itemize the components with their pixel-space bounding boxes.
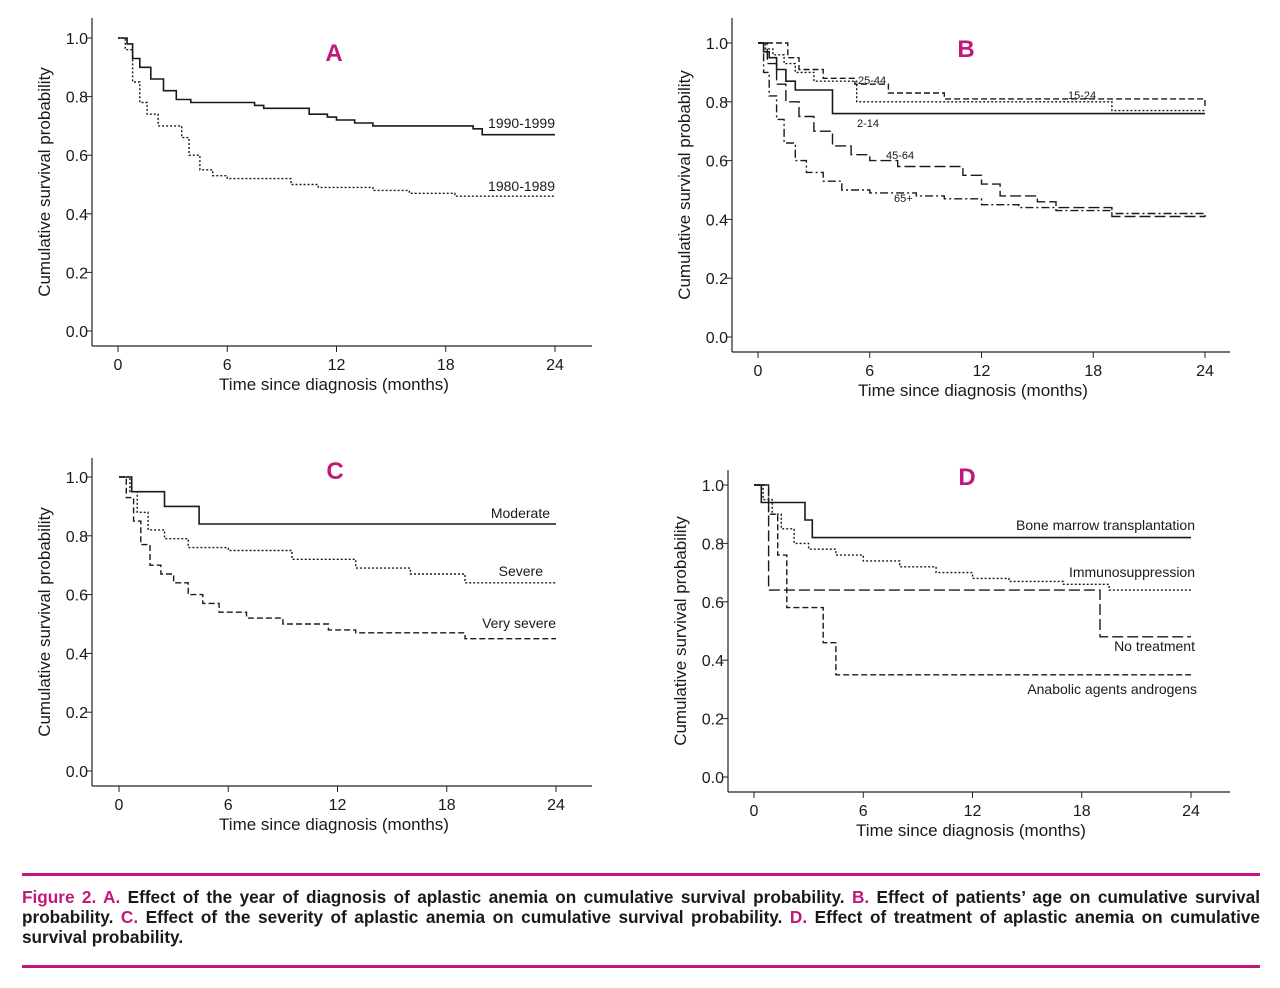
- panel-c-y-tick-label: 0.4: [66, 646, 88, 663]
- panel-b-y-axis-title: Cumulative survival probability: [675, 70, 694, 300]
- panel-a-x-tick-label: 0: [114, 357, 123, 374]
- panel-a-series-label-1980-1989: 1980-1989: [488, 178, 555, 194]
- caption-d-text: Effect of treatment of aplastic anemia o…: [22, 907, 1260, 947]
- panel-b-x-tick-label: 0: [754, 363, 763, 380]
- figure-caption: Figure 2. A. Effect of the year of diagn…: [22, 887, 1260, 947]
- panel-d-x-tick-label: 24: [1182, 803, 1200, 820]
- panel-d-series-label-bone-marrow-transplantation: Bone marrow transplantation: [1016, 517, 1195, 533]
- chart-panel-b: 0.0 0.2 0.4 0.6 0.8 1.0 0 6 12 18 24 Time since dia…: [675, 18, 1230, 400]
- panel-b-series-65-: [758, 42, 1206, 220]
- panel-d-series-label-anabolic-agents-androgens: Anabolic agents androgens: [1027, 681, 1197, 697]
- panel-a-x-tick-label: 18: [437, 357, 455, 374]
- panel-c-y-tick-label: 0.8: [66, 529, 88, 546]
- caption-b-text: Effect of patients’ age on cumulative su…: [22, 887, 1261, 927]
- panel-c-x-axis-title: Time since diagnosis (months): [219, 815, 449, 834]
- panel-d-x-tick-label: 6: [859, 803, 868, 820]
- caption-d-label: D.: [789, 907, 808, 927]
- caption-c-text: Effect of the severity of aplastic anemi…: [145, 907, 783, 927]
- panel-d-y-tick-label: 1.0: [702, 478, 724, 495]
- panel-a-letter: A: [325, 40, 342, 67]
- panel-c-y-axis-title: Cumulative survival probability: [35, 507, 54, 737]
- panel-d-y-tick-label: 0.8: [702, 536, 724, 553]
- panel-b-y-tick-label: 1.0: [706, 36, 728, 53]
- caption-a-label: A.: [103, 887, 121, 907]
- panel-c-x-tick-label: 12: [329, 797, 347, 814]
- panel-a-y-tick-label: 0.0: [66, 324, 88, 341]
- panel-b-y-tick-label: 0.2: [706, 271, 728, 288]
- panel-b-series-25-44: [758, 42, 1206, 108]
- panel-b-series-label-2-14: 2-14: [857, 118, 879, 130]
- chart-panel-a: 0.0 0.2 0.4 0.6 0.8 1.0 0 6 12 18 24 Time since dia…: [35, 18, 592, 394]
- panel-c-series-moderate: [119, 476, 556, 525]
- panel-d-series-bone-marrow-transplantation: [754, 484, 1191, 539]
- panel-d-x-tick-label: 18: [1073, 803, 1091, 820]
- panel-c-y-tick-label: 0.6: [66, 588, 88, 605]
- panel-b-series-label-15-24: 15-24: [1068, 90, 1096, 102]
- panel-d-y-axis-title: Cumulative survival probability: [671, 516, 690, 746]
- chart-panel-c: 0.0 0.2 0.4 0.6 0.8 1.0 0 6 12 18 24 Time since dia…: [35, 458, 592, 834]
- panel-d-letter: D: [958, 464, 975, 491]
- panel-c-letter: C: [326, 458, 343, 485]
- panel-a-x-tick-label: 24: [546, 357, 564, 374]
- panel-c-y-tick-label: 0.2: [66, 705, 88, 722]
- panel-b-y-tick-label: 0.8: [706, 95, 728, 112]
- panel-b-series-label-65-: 65+: [894, 193, 913, 205]
- panel-a-y-tick-label: 0.8: [66, 90, 88, 107]
- panel-d-y-tick-label: 0.2: [702, 712, 724, 729]
- panel-a-series-1990-1999: [118, 37, 555, 136]
- panel-c-series-label-very-severe: Very severe: [482, 615, 556, 631]
- caption-b-label: B.: [851, 887, 870, 907]
- panel-a-x-tick-label: 6: [223, 357, 232, 374]
- panel-c-y-tick-label: 0.0: [66, 764, 88, 781]
- caption-a-text: Effect of the year of diagnosis of aplas…: [127, 887, 845, 907]
- panel-a-series-label-1990-1999: 1990-1999: [488, 115, 555, 131]
- panel-c-x-tick-label: 6: [224, 797, 233, 814]
- caption-c-label: C.: [120, 907, 139, 927]
- panel-d-y-tick-label: 0.6: [702, 595, 724, 612]
- panel-a-x-axis-title: Time since diagnosis (months): [219, 375, 449, 394]
- panel-b-series-2-14: [758, 42, 1205, 115]
- panel-c-x-tick-label: 18: [438, 797, 456, 814]
- panel-c-series-severe: [119, 476, 556, 584]
- panel-b-series-45-64: [758, 42, 1205, 218]
- caption-rule-top: [22, 873, 1260, 876]
- panel-a-y-tick-label: 0.2: [66, 265, 88, 282]
- panel-d-x-tick-label: 12: [964, 803, 982, 820]
- panel-b-letter: B: [957, 36, 974, 63]
- panel-c-x-tick-label: 24: [547, 797, 565, 814]
- panel-b-x-tick-label: 24: [1196, 363, 1214, 380]
- panel-b-series-label-45-64: 45-64: [886, 150, 914, 162]
- caption-rule-bottom: [22, 965, 1260, 968]
- panel-b-y-tick-label: 0.4: [706, 212, 728, 229]
- panel-d-x-axis-title: Time since diagnosis (months): [856, 821, 1086, 840]
- panel-c-x-tick-label: 0: [115, 797, 124, 814]
- chart-panel-d: 0.0 0.2 0.4 0.6 0.8 1.0 0 6 12 18 24 Time since dia…: [671, 464, 1230, 840]
- panel-c-series-label-severe: Severe: [499, 563, 544, 579]
- panel-a-x-tick-label: 12: [328, 357, 346, 374]
- panel-b-y-tick-label: 0.6: [706, 154, 728, 171]
- panel-b-y-tick-label: 0.0: [706, 330, 728, 347]
- panel-d-series-anabolic-agents-androgens: [754, 484, 1191, 676]
- panel-a-y-axis-title: Cumulative survival probability: [35, 67, 54, 297]
- panel-a-series-1980-1989: [118, 37, 555, 197]
- panel-a-y-tick-label: 1.0: [66, 31, 88, 48]
- panel-d-series-label-no-treatment: No treatment: [1114, 638, 1195, 654]
- panel-d-x-tick-label: 0: [750, 803, 759, 820]
- panel-b-series-15-24: [758, 42, 1205, 112]
- panel-b-x-tick-label: 12: [973, 363, 991, 380]
- panel-d-series-no-treatment: [754, 484, 1191, 638]
- panel-d-series-label-immunosuppression: Immunosuppression: [1069, 564, 1195, 580]
- caption-figure-number: Figure 2.: [22, 887, 97, 907]
- panel-b-x-tick-label: 18: [1084, 363, 1102, 380]
- panel-b-series-label-25-44: 25-44: [858, 75, 886, 87]
- panel-c-y-tick-label: 1.0: [66, 470, 88, 487]
- panel-d-y-tick-label: 0.0: [702, 770, 724, 787]
- panel-c-series-label-moderate: Moderate: [491, 505, 550, 521]
- panel-c-series-very-severe: [119, 476, 556, 640]
- panel-d-y-tick-label: 0.4: [702, 653, 724, 670]
- panel-b-x-tick-label: 6: [865, 363, 874, 380]
- panel-b-x-axis-title: Time since diagnosis (months): [858, 381, 1088, 400]
- panel-a-y-tick-label: 0.6: [66, 148, 88, 165]
- panel-a-y-tick-label: 0.4: [66, 207, 88, 224]
